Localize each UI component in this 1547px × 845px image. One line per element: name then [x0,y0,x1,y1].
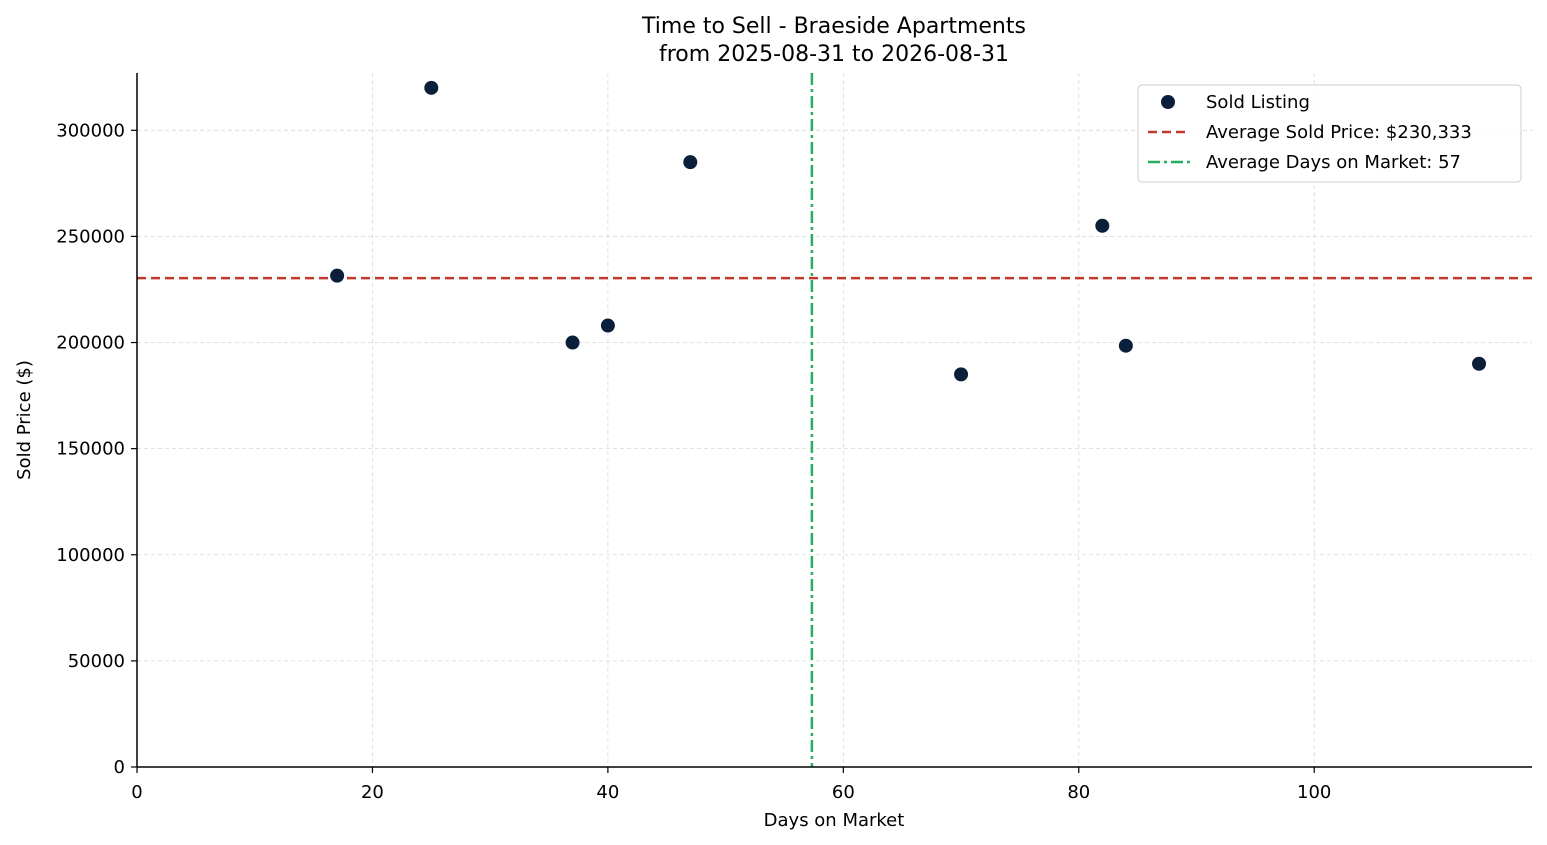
x-tick-label: 40 [596,782,619,803]
chart-title: Time to Sell - Braeside Apartments [641,14,1026,39]
data-points [329,79,1488,383]
sold-listing-point [953,366,970,383]
sold-listing-point [1117,337,1134,354]
legend: Sold Listing Average Sold Price: $230,33… [1137,84,1522,183]
y-tick-label: 250000 [56,226,125,247]
x-tick-label: 80 [1067,782,1090,803]
x-tick-label: 20 [361,782,384,803]
sold-listing-point [423,79,440,96]
tick-labels: 0 20 40 60 80 100 0 50000 100000 150000 200000 2500… [56,120,1331,803]
y-axis-label: Sold Price ($) [14,360,35,480]
legend-label-sold-listing: Sold Listing [1206,92,1310,113]
x-tick-label: 100 [1297,782,1331,803]
legend-box [1137,84,1522,183]
y-tick-label: 0 [114,757,125,778]
legend-label-avg-days: Average Days on Market: 57 [1206,152,1461,173]
x-tick-label: 0 [131,782,142,803]
y-tick-label: 150000 [56,439,125,460]
sold-listing-point [329,267,346,284]
sold-listing-point [564,334,581,351]
chart-subtitle: from 2025-08-31 to 2026-08-31 [659,42,1009,67]
legend-label-avg-price: Average Sold Price: $230,333 [1206,122,1472,143]
legend-marker-sold-listing [1161,95,1175,109]
y-tick-label: 100000 [56,545,125,566]
reference-lines [137,73,1532,767]
axes [136,73,1532,768]
y-tick-label: 50000 [68,651,125,672]
grid-lines [137,73,1532,767]
sold-listing-point [1471,355,1488,372]
sold-listing-point [599,317,616,334]
sold-listing-point [682,154,699,171]
x-axis-label: Days on Market [764,810,905,831]
x-tick-label: 60 [832,782,855,803]
y-tick-label: 200000 [56,333,125,354]
sold-listing-point [1094,217,1111,234]
y-tick-label: 300000 [56,120,125,141]
